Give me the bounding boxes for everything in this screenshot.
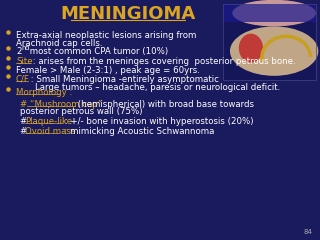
Text: # “Mushroom cap”: # “Mushroom cap” xyxy=(20,100,102,109)
Text: MENINGIOMA: MENINGIOMA xyxy=(60,5,196,23)
Bar xyxy=(223,4,316,80)
Text: most common CPA tumor (10%): most common CPA tumor (10%) xyxy=(27,47,168,56)
Ellipse shape xyxy=(232,0,316,26)
Text: : Small Meningioma -entirely asymptomatic: : Small Meningioma -entirely asymptomati… xyxy=(28,75,219,84)
Text: Ovoid mass: Ovoid mass xyxy=(25,127,76,136)
Ellipse shape xyxy=(230,26,318,76)
Text: : arises from the meninges covering  posterior petrous bone.: : arises from the meninges covering post… xyxy=(30,57,296,66)
Text: #: # xyxy=(20,117,30,126)
Text: C/F: C/F xyxy=(16,75,30,84)
Text: Site: Site xyxy=(16,57,33,66)
Text: Large tumors – headache, paresis or neurological deficit.: Large tumors – headache, paresis or neur… xyxy=(35,83,280,91)
Text: nd: nd xyxy=(21,44,29,50)
Text: : +/- bone invasion with hyperostosis (20%): : +/- bone invasion with hyperostosis (2… xyxy=(62,117,253,126)
Ellipse shape xyxy=(239,34,263,63)
Bar xyxy=(223,4,316,22)
Text: (hemispherical) with broad base towards: (hemispherical) with broad base towards xyxy=(75,100,254,109)
Text: #: # xyxy=(20,127,30,136)
Text: : mimicking Acoustic Schwannoma: : mimicking Acoustic Schwannoma xyxy=(59,127,214,136)
Text: posterior petrous wall (75%): posterior petrous wall (75%) xyxy=(20,108,142,116)
Text: Plaque-like: Plaque-like xyxy=(25,117,72,126)
Text: 2: 2 xyxy=(16,47,21,56)
Text: Arachnoid cap cells.: Arachnoid cap cells. xyxy=(16,38,102,48)
Text: Morphology :: Morphology : xyxy=(16,88,72,97)
Bar xyxy=(223,4,316,80)
Text: 84: 84 xyxy=(303,229,312,235)
Text: Female > Male (2-3:1) , peak age = 60yrs.: Female > Male (2-3:1) , peak age = 60yrs… xyxy=(16,66,200,75)
Text: Extra-axial neoplastic lesions arising from: Extra-axial neoplastic lesions arising f… xyxy=(16,31,196,40)
